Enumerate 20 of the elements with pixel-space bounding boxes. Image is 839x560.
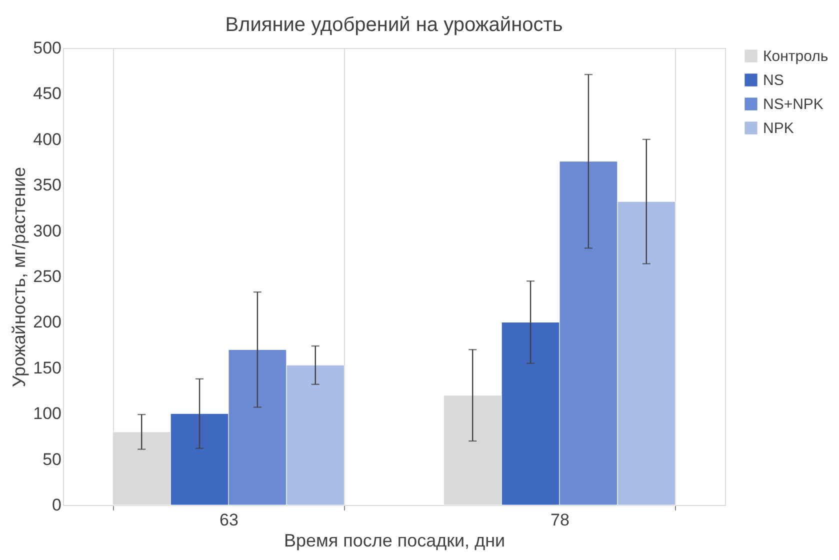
- y-axis-title: Урожайность, мг/растение: [9, 166, 30, 388]
- y-tick-label: 300: [33, 221, 62, 240]
- y-tick-label: 150: [33, 358, 62, 378]
- y-tick-label: 400: [33, 130, 62, 149]
- y-tick-label: 0: [52, 496, 62, 514]
- chart-title: Влияние удобрений на урожайность: [225, 14, 563, 36]
- legend-label: NS: [763, 72, 784, 89]
- legend-label: NPK: [763, 120, 794, 137]
- y-tick-label: 50: [42, 450, 62, 469]
- y-tick-label: 250: [33, 267, 62, 286]
- y-tick-label: 350: [33, 176, 62, 195]
- y-tick-label: 200: [33, 312, 62, 332]
- y-tick-label: 450: [33, 84, 62, 104]
- legend-label: NS+NPK: [763, 96, 824, 113]
- x-tick-label: 63: [220, 510, 238, 530]
- y-tick-label: 500: [33, 38, 62, 58]
- legend-label: Контроль: [763, 48, 828, 65]
- x-tick-label: 78: [550, 510, 570, 530]
- y-tick-label: 100: [33, 404, 62, 424]
- x-axis-title: Время после посадки, дни: [284, 530, 506, 550]
